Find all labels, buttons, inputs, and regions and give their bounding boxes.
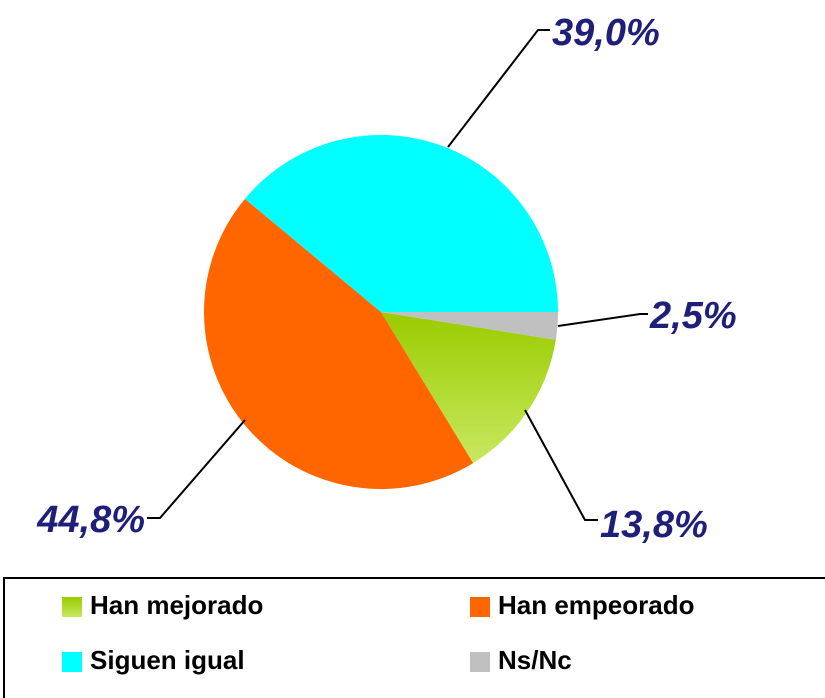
legend-label: Han empeorado bbox=[498, 590, 695, 620]
pie-slice bbox=[381, 312, 558, 340]
legend-label: Ns/Nc bbox=[498, 645, 572, 675]
legend-box bbox=[3, 577, 825, 698]
legend-swatch bbox=[62, 652, 82, 672]
value-label: 44,8% bbox=[36, 499, 145, 541]
legend-swatch bbox=[62, 597, 82, 617]
pie-slice bbox=[204, 198, 474, 490]
leader-line bbox=[147, 419, 246, 519]
leader-line bbox=[524, 409, 598, 521]
leader-line bbox=[557, 313, 648, 327]
legend-label: Han mejorado bbox=[90, 590, 263, 620]
value-label: 39,0% bbox=[552, 12, 660, 54]
leader-line bbox=[447, 29, 550, 148]
legend-label: Siguen igual bbox=[90, 645, 245, 675]
value-label: 13,8% bbox=[600, 504, 708, 546]
value-label: 2,5% bbox=[649, 295, 737, 337]
legend-swatch bbox=[470, 597, 490, 617]
pie-slice bbox=[381, 312, 556, 464]
legend-swatch bbox=[470, 652, 490, 672]
pie-slice bbox=[244, 134, 558, 313]
